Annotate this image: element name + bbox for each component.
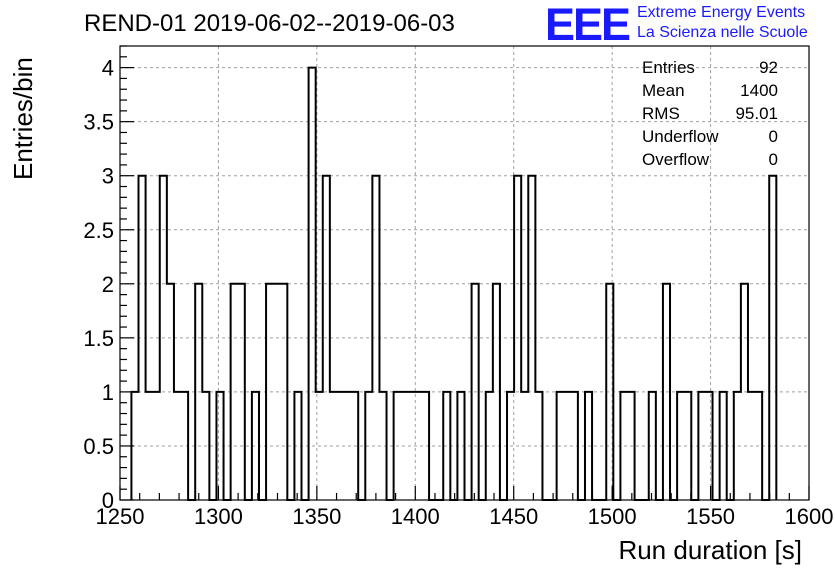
- stat-label: Mean: [642, 81, 685, 100]
- logo-line-1: Extreme Energy Events: [637, 4, 806, 21]
- x-tick-label: 1450: [489, 504, 538, 529]
- y-tick-label: 1: [102, 380, 114, 405]
- x-tick-label: 1600: [785, 504, 834, 529]
- stat-rms: RMS 95.01: [634, 102, 784, 125]
- chart-title: REND-01 2019-06-02--2019-06-03: [84, 10, 455, 37]
- stat-value: 0: [768, 127, 778, 146]
- stat-entries: Entries 92: [634, 56, 784, 79]
- x-axis-label: Run duration [s]: [618, 535, 802, 565]
- stat-mean: Mean 1400: [634, 79, 784, 102]
- y-tick-label: 4: [102, 56, 114, 81]
- y-tick-label: 2.5: [83, 218, 114, 243]
- x-tick-label: 1550: [686, 504, 735, 529]
- stat-value: 1400: [740, 81, 778, 100]
- y-tick-label: 0: [102, 488, 114, 513]
- x-tick-label: 1400: [391, 504, 440, 529]
- x-tick-label: 1350: [292, 504, 341, 529]
- stat-value: 0: [768, 150, 778, 169]
- y-axis-label: Entries/bin: [8, 57, 38, 180]
- stat-value: 92: [759, 58, 778, 77]
- y-tick-label: 2: [102, 272, 114, 297]
- eee-logo: EEE: [545, 0, 631, 50]
- stat-label: Underflow: [642, 127, 719, 146]
- x-tick-label: 1250: [96, 504, 145, 529]
- stat-label: Entries: [642, 58, 695, 77]
- x-tick-label: 1500: [588, 504, 637, 529]
- stats-box: Entries 92 Mean 1400 RMS 95.01 Underflow…: [634, 56, 784, 171]
- y-tick-label: 0.5: [83, 434, 114, 459]
- stat-label: Overflow: [642, 150, 710, 169]
- logo-line-2: La Scienza nelle Scuole: [637, 24, 808, 41]
- axis-ticks: 1250 1300 1350 1400 1450 1500 1550 1600 0 0.5 1 1.5…: [83, 45, 834, 529]
- stat-label: RMS: [642, 104, 680, 123]
- y-tick-label: 3: [102, 164, 114, 189]
- y-tick-label: 3.5: [83, 110, 114, 135]
- stat-overflow: Overflow 0: [634, 148, 784, 171]
- stat-value: 95.01: [735, 104, 778, 123]
- y-tick-label: 1.5: [83, 326, 114, 351]
- stat-underflow: Underflow 0: [634, 125, 784, 148]
- x-tick-label: 1300: [194, 504, 243, 529]
